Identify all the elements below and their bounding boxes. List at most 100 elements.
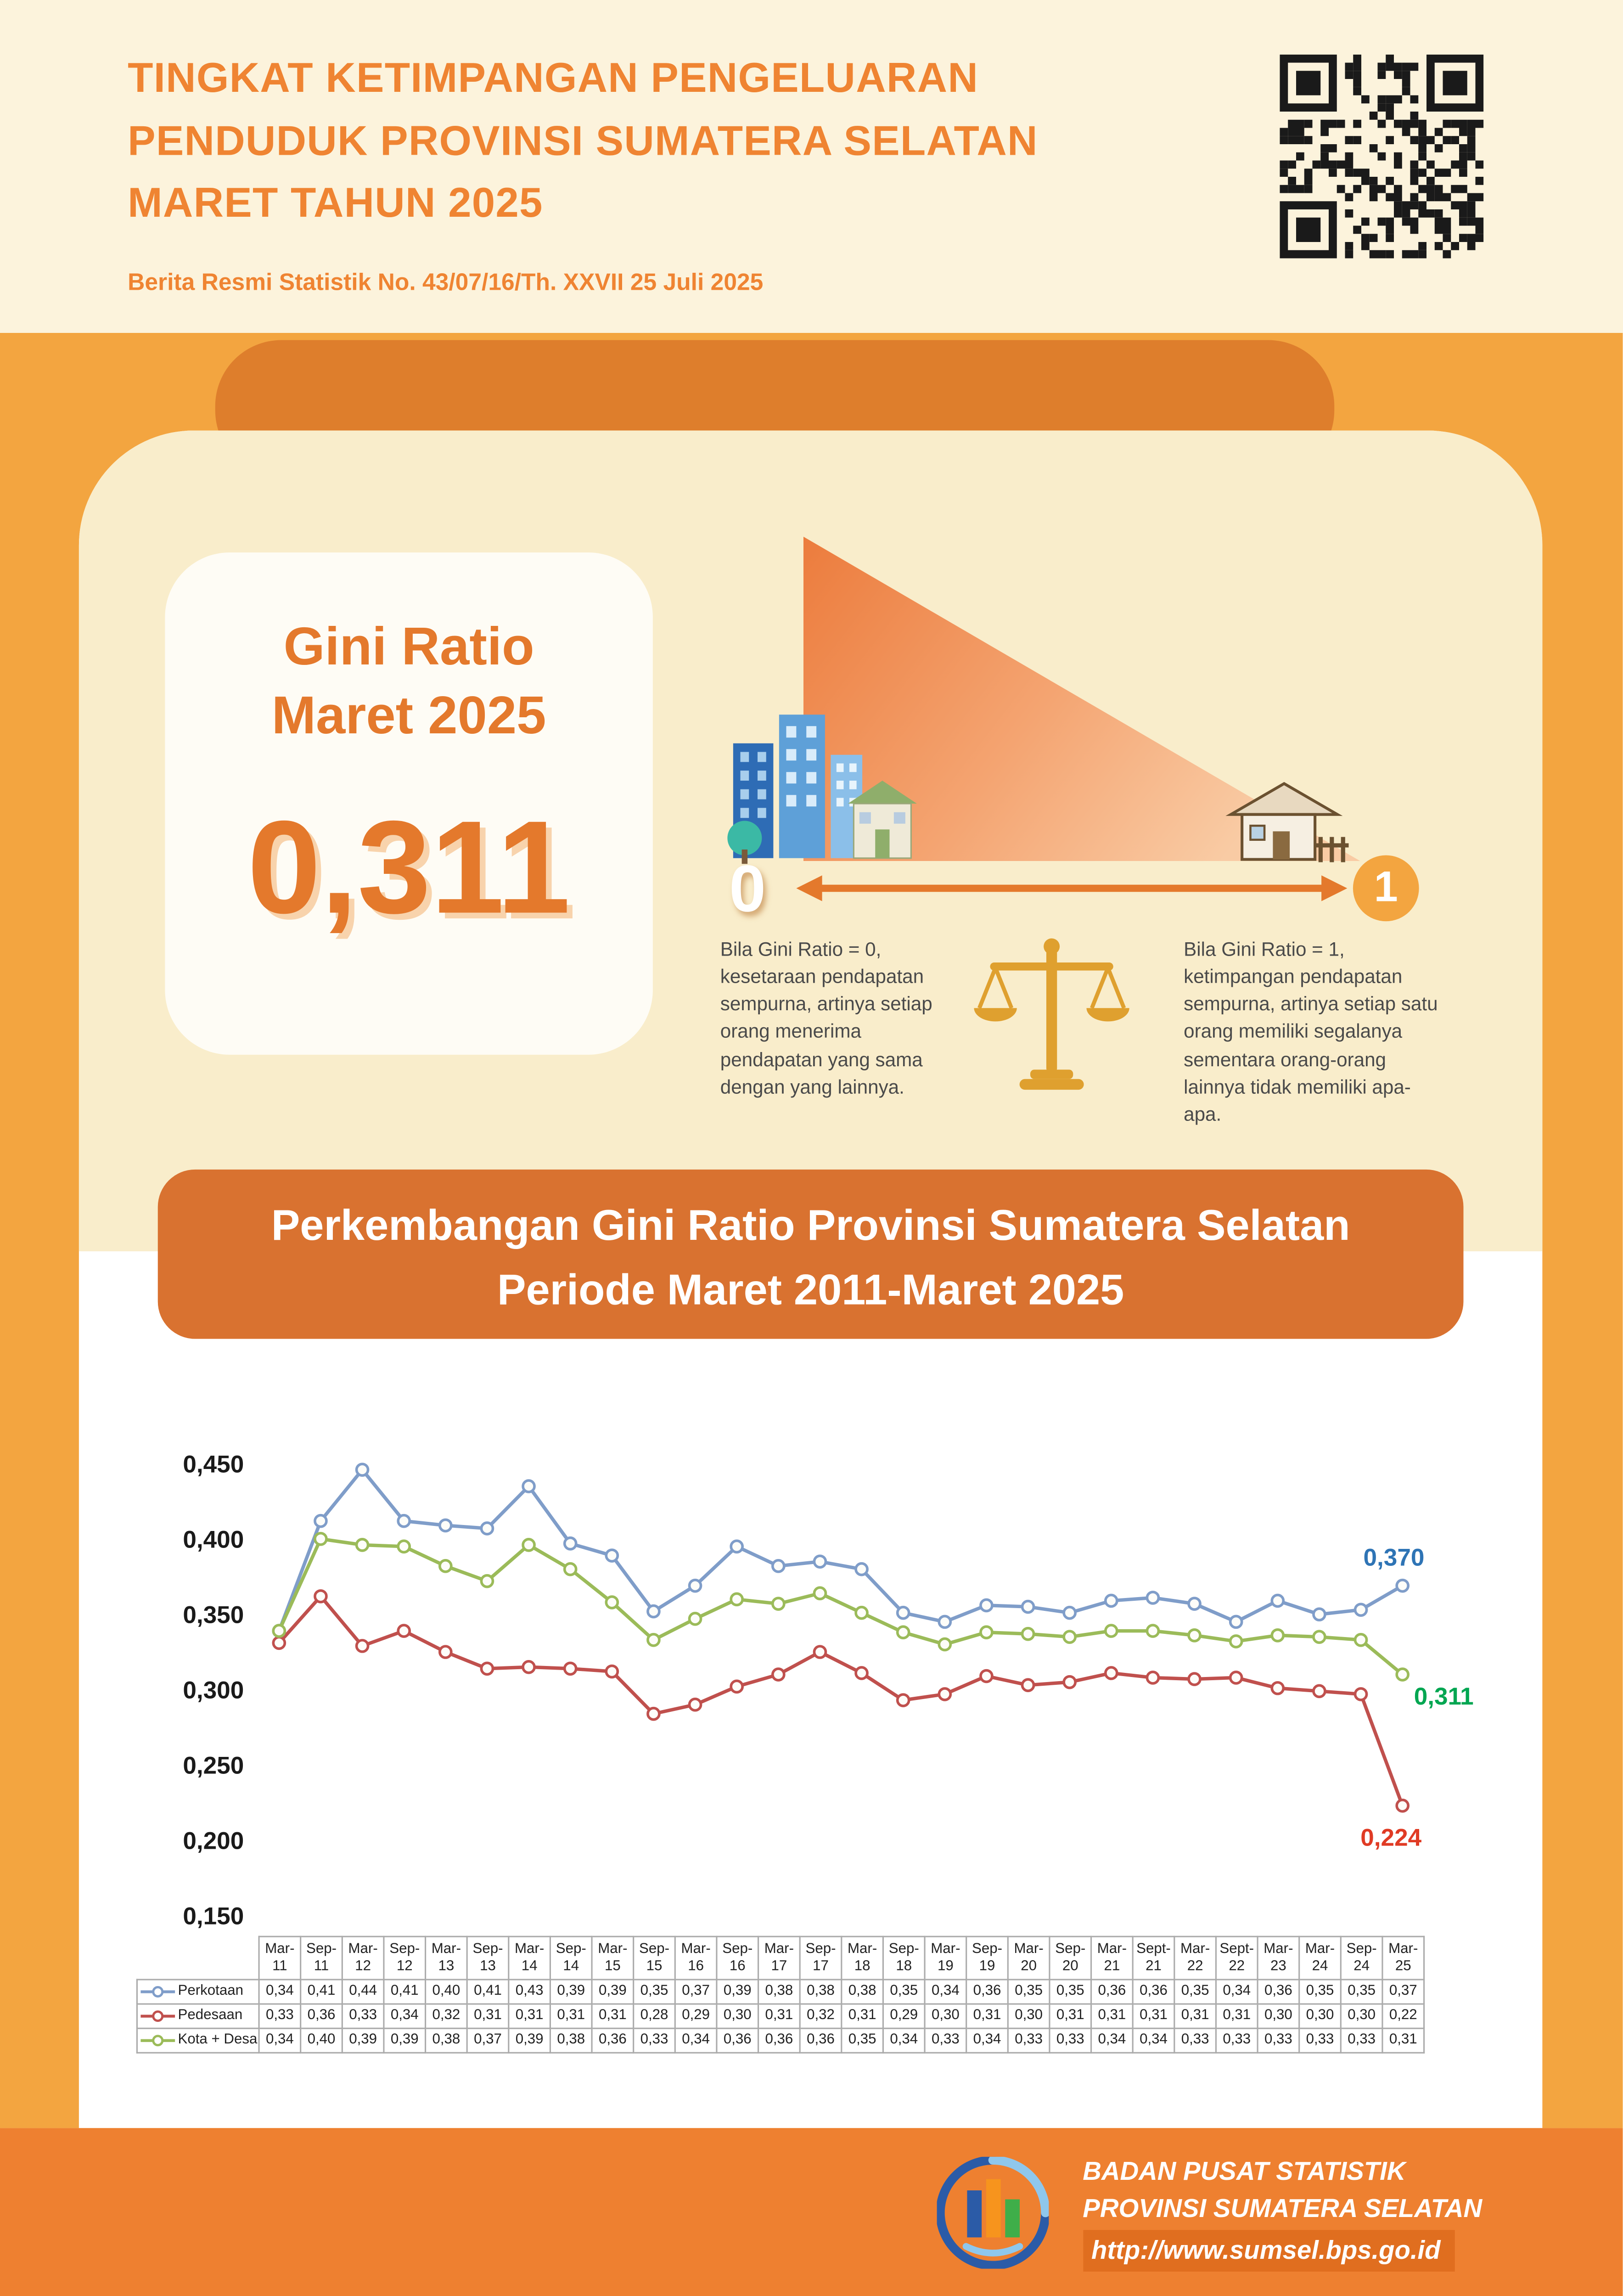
data-point-pedesaan <box>813 1645 827 1659</box>
table-value-cell: 0,34 <box>674 2027 718 2054</box>
table-value-cell: 0,34 <box>383 2003 427 2029</box>
table-period-header: Mar- 22 <box>1174 1936 1217 1981</box>
data-point-pedesaan <box>1021 1678 1035 1693</box>
table-value-cell: 0,31 <box>1174 2003 1217 2029</box>
data-point-kota-desa <box>314 1531 328 1546</box>
table-value-cell: 0,31 <box>1090 2003 1134 2029</box>
data-point-pedesaan <box>397 1624 411 1638</box>
table-period-header: Sep- 19 <box>966 1936 1009 1981</box>
table-value-cell: 0,35 <box>1174 1979 1217 2005</box>
data-point-perkotaan <box>938 1615 952 1629</box>
data-point-perkotaan <box>1353 1603 1368 1617</box>
table-value-cell: 0,33 <box>633 2027 676 2054</box>
table-value-cell: 0,41 <box>300 1979 343 2005</box>
y-axis-tick-label: 0,150 <box>183 1903 244 1930</box>
data-point-kota-desa <box>480 1574 494 1588</box>
table-value-cell: 0,35 <box>1340 1979 1383 2005</box>
data-point-pedesaan <box>730 1679 744 1694</box>
table-row-pedesaan: Pedesaan 0,33 0,36 0,33 0,34 0,32 0,31 0,31 0,31… <box>136 2003 1425 2029</box>
table-value-cell: 0,31 <box>466 2003 510 2029</box>
data-point-pedesaan <box>563 1661 578 1676</box>
data-point-kota-desa <box>1229 1634 1243 1649</box>
end-value-label-perkotaan: 0,370 <box>1363 1544 1424 1571</box>
table-period-header: Sep- 11 <box>300 1936 343 1981</box>
data-point-perkotaan <box>1021 1599 1035 1614</box>
table-value-cell: 0,33 <box>1049 2027 1092 2054</box>
table-period-header: Mar- 17 <box>758 1936 801 1981</box>
table-period-header: Sep- 24 <box>1340 1936 1383 1981</box>
table-period-header: Mar- 16 <box>674 1936 718 1981</box>
table-value-cell: 0,33 <box>1257 2027 1300 2054</box>
table-value-cell: 0,39 <box>549 1979 593 2005</box>
footer-province-name: PROVINSI SUMATERA SELATAN <box>1083 2194 1483 2223</box>
qr-code-icon <box>1280 54 1484 259</box>
data-point-kota-desa <box>563 1562 578 1576</box>
data-point-pedesaan <box>938 1687 952 1701</box>
table-value-cell: 0,35 <box>633 1979 676 2005</box>
data-point-perkotaan <box>854 1562 869 1576</box>
data-point-pedesaan <box>1062 1675 1077 1689</box>
data-point-pedesaan <box>314 1589 328 1604</box>
footer-agency-name: BADAN PUSAT STATISTIK <box>1083 2156 1406 2185</box>
small-house-illustration <box>1225 782 1349 862</box>
data-point-pedesaan <box>438 1645 453 1659</box>
data-point-pedesaan <box>605 1664 619 1679</box>
legend-label: Kota + Desa <box>178 2032 258 2048</box>
table-value-cell: 0,31 <box>1382 2027 1425 2054</box>
data-point-kota-desa <box>813 1586 827 1601</box>
table-period-header: Sep- 13 <box>466 1936 510 1981</box>
footer-url[interactable]: http://www.sumsel.bps.go.id <box>1083 2230 1455 2272</box>
table-value-cell: 0,36 <box>758 2027 801 2054</box>
data-point-perkotaan <box>646 1604 661 1619</box>
table-period-header: Sep- 17 <box>799 1936 842 1981</box>
gini-zero-description: Bila Gini Ratio = 0, kesetaraan pendapat… <box>720 938 932 1097</box>
data-point-perkotaan <box>397 1514 411 1528</box>
data-point-perkotaan <box>314 1514 328 1528</box>
gini-card-title: Gini Ratio Maret 2025 <box>165 613 653 751</box>
table-value-cell: 0,38 <box>425 2027 468 2054</box>
gini-card-title-line1: Gini Ratio <box>283 617 534 676</box>
data-point-pedesaan <box>1146 1671 1160 1685</box>
table-value-cell: 0,38 <box>799 1979 842 2005</box>
data-point-pedesaan <box>272 1636 286 1650</box>
city-buildings-illustration <box>727 715 917 864</box>
table-period-header: Mar- 19 <box>924 1936 967 1981</box>
data-point-kota-desa <box>1104 1624 1118 1638</box>
table-value-cell: 0,31 <box>1132 2003 1175 2029</box>
table-value-cell: 0,31 <box>966 2003 1009 2029</box>
table-value-cell: 0,35 <box>1007 1979 1050 2005</box>
data-point-perkotaan <box>438 1518 453 1533</box>
table-value-cell: 0,39 <box>341 2027 385 2054</box>
data-point-pedesaan <box>1104 1666 1118 1680</box>
data-point-pedesaan <box>979 1669 994 1683</box>
header: TINGKAT KETIMPANGAN PENGELUARAN PENDUDUK… <box>0 0 1623 333</box>
scale-zero-label: 0 <box>729 851 766 926</box>
gini-ratio-card: Gini Ratio Maret 2025 0,311 <box>165 552 653 1055</box>
table-period-header: Sep- 12 <box>383 1936 427 1981</box>
data-point-pedesaan <box>1229 1671 1243 1685</box>
table-value-cell: 0,33 <box>1174 2027 1217 2054</box>
table-value-cell: 0,33 <box>1340 2027 1383 2054</box>
table-value-cell: 0,41 <box>383 1979 427 2005</box>
table-value-cell: 0,38 <box>758 1979 801 2005</box>
table-value-cell: 0,29 <box>882 2003 926 2029</box>
table-value-cell: 0,34 <box>966 2027 1009 2054</box>
table-period-header: Mar- 24 <box>1298 1936 1342 1981</box>
gini-gradient-triangle <box>803 536 1360 861</box>
data-point-kota-desa <box>1270 1628 1285 1643</box>
table-value-cell: 0,38 <box>549 2027 593 2054</box>
table-value-cell: 0,34 <box>924 1979 967 2005</box>
table-value-cell: 0,34 <box>258 1979 302 2005</box>
table-value-cell: 0,36 <box>716 2027 759 2054</box>
gini-card-title-line2: Maret 2025 <box>271 686 546 745</box>
data-point-perkotaan <box>1312 1607 1326 1621</box>
y-axis-tick-label: 0,450 <box>183 1451 244 1478</box>
legend-marker-icon <box>140 1985 175 1997</box>
data-point-kota-desa <box>522 1538 536 1552</box>
series-line-kota-desa <box>277 1537 1404 1676</box>
table-value-cell: 0,33 <box>341 2003 385 2029</box>
data-point-perkotaan <box>730 1539 744 1554</box>
table-value-cell: 0,30 <box>1298 2003 1342 2029</box>
